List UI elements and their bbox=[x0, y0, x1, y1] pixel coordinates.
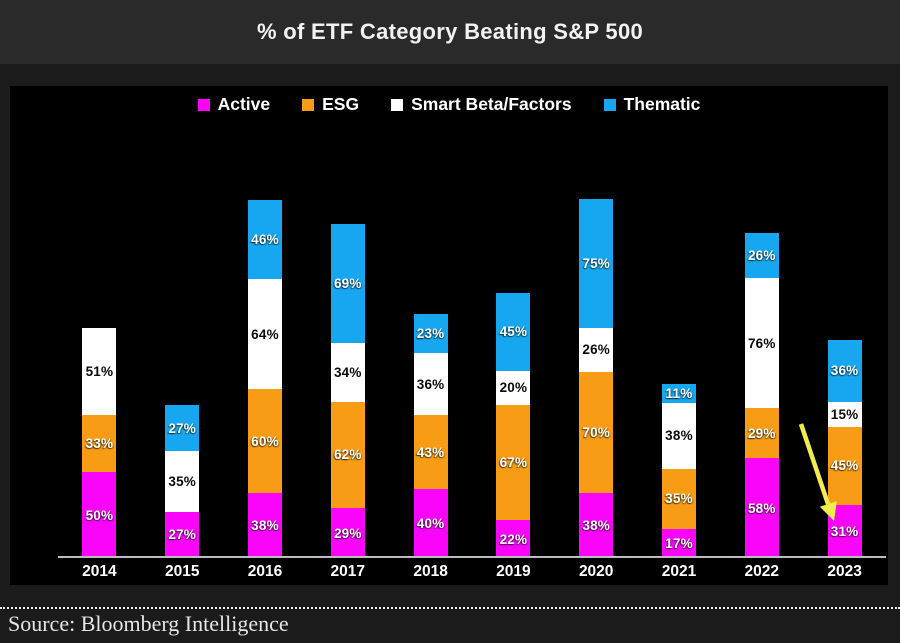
chart-legend: Active ESG Smart Beta/Factors Thematic bbox=[10, 94, 888, 115]
bar-segment: 58% bbox=[744, 458, 779, 558]
source-text: Source: Bloomberg Intelligence bbox=[8, 611, 289, 636]
legend-item: Active bbox=[197, 94, 271, 115]
bar-segment: 43% bbox=[413, 415, 448, 490]
bar-column: 75% 26% 70% 38% bbox=[555, 86, 638, 558]
bar-segment: 34% bbox=[330, 343, 365, 402]
bar-segment: 38% bbox=[579, 492, 614, 558]
chart-panel: Active ESG Smart Beta/Factors Thematic 51% 3… bbox=[10, 86, 888, 585]
bar-segment: 26% bbox=[579, 327, 614, 373]
bar-segment: 76% bbox=[744, 277, 779, 409]
bar-stack: 69% 34% 62% 29% bbox=[330, 224, 365, 558]
legend-label: Thematic bbox=[623, 94, 701, 114]
bar-stack: 27% 35% 27% bbox=[165, 404, 200, 558]
bar-column: 51% 33% 50% bbox=[58, 86, 141, 558]
title-bar: % of ETF Category Beating S&P 500 bbox=[0, 0, 900, 64]
x-axis-tick-label: 2017 bbox=[330, 563, 366, 580]
bar-segment: 35% bbox=[165, 451, 200, 512]
bar-stack: 26% 76% 29% 58% bbox=[744, 232, 779, 558]
bar-stack: 23% 36% 43% 40% bbox=[413, 313, 448, 558]
x-axis-tick-label: 2020 bbox=[578, 563, 614, 580]
bar-column: 26% 76% 29% 58% bbox=[720, 86, 803, 558]
bar-segment: 38% bbox=[247, 492, 282, 558]
bar-column: 69% 34% 62% 29% bbox=[306, 86, 389, 558]
bar-segment: 11% bbox=[661, 384, 696, 404]
page-title: % of ETF Category Beating S&P 500 bbox=[256, 19, 644, 44]
legend-swatch-icon bbox=[197, 98, 210, 111]
bar-segment: 64% bbox=[247, 279, 282, 390]
legend-label: Active bbox=[217, 94, 271, 114]
bar-segment: 46% bbox=[247, 200, 282, 280]
legend-swatch-icon bbox=[302, 98, 315, 111]
bar-segment: 75% bbox=[579, 198, 614, 328]
bar-segment: 67% bbox=[496, 404, 531, 521]
bar-segment: 35% bbox=[661, 468, 696, 529]
bar-segment: 70% bbox=[579, 372, 614, 493]
bar-stack: 75% 26% 70% 38% bbox=[579, 198, 614, 558]
bar-segment: 51% bbox=[82, 327, 117, 416]
bar-segment: 50% bbox=[82, 472, 117, 558]
legend-swatch-icon bbox=[391, 98, 404, 111]
bar-segment: 69% bbox=[330, 224, 365, 344]
bar-column: 23% 36% 43% 40% bbox=[389, 86, 472, 558]
legend-item: Thematic bbox=[603, 94, 701, 115]
bar-segment: 62% bbox=[330, 401, 365, 509]
bar-column: 27% 35% 27% bbox=[141, 86, 224, 558]
legend-label: Smart Beta/Factors bbox=[411, 94, 572, 114]
bar-stack: 46% 64% 60% 38% bbox=[247, 200, 282, 558]
bar-column: 46% 64% 60% 38% bbox=[224, 86, 307, 558]
bar-segment: 27% bbox=[165, 404, 200, 452]
x-axis-tick-label: 2023 bbox=[827, 563, 862, 580]
bar-segment: 15% bbox=[827, 401, 862, 428]
bar-column: 36% 15% 45% 31% bbox=[803, 86, 886, 558]
bar-segment: 33% bbox=[82, 415, 117, 472]
bar-segment: 31% bbox=[827, 504, 862, 558]
bar-segment: 29% bbox=[744, 408, 779, 459]
bar-segment: 27% bbox=[165, 511, 200, 558]
bar-segment: 26% bbox=[744, 232, 779, 278]
legend-item: ESG bbox=[302, 94, 359, 115]
x-axis-tick-label: 2022 bbox=[744, 563, 780, 580]
bar-segment: 36% bbox=[827, 339, 862, 402]
bar-segment: 36% bbox=[413, 353, 448, 416]
legend-label: ESG bbox=[322, 94, 360, 114]
x-axis-tick-label: 2018 bbox=[413, 563, 448, 580]
bar-segment: 45% bbox=[827, 427, 862, 505]
bar-segment: 45% bbox=[496, 293, 531, 371]
legend-swatch-icon bbox=[603, 98, 616, 111]
bar-segment: 29% bbox=[330, 508, 365, 558]
x-axis-line bbox=[58, 556, 886, 558]
bar-segment: 40% bbox=[413, 489, 448, 558]
footer-divider bbox=[0, 607, 900, 609]
x-axis-tick-label: 2019 bbox=[496, 563, 531, 580]
x-axis-labels: 2014 2015 2016 2017 2018 2019 2020 2021 2022 2023 bbox=[58, 563, 886, 581]
x-axis-tick-label: 2021 bbox=[661, 563, 697, 580]
x-axis-tick-label: 2014 bbox=[82, 563, 117, 580]
plot-area: 51% 33% 50% 27% 35% 27% 46% 64% 60% 38% 69% 34% 62% 2… bbox=[58, 86, 886, 558]
bar-column: 11% 38% 35% 17% bbox=[638, 86, 721, 558]
bar-segment: 60% bbox=[247, 389, 282, 493]
bar-segment: 17% bbox=[661, 528, 696, 558]
bar-stack: 36% 15% 45% 31% bbox=[827, 339, 862, 558]
bar-segment: 38% bbox=[661, 403, 696, 469]
bar-segment: 22% bbox=[496, 520, 531, 558]
bar-stack: 51% 33% 50% bbox=[82, 327, 117, 558]
bar-segment: 23% bbox=[413, 313, 448, 354]
x-axis-tick-label: 2015 bbox=[164, 563, 200, 580]
legend-item: Smart Beta/Factors bbox=[391, 94, 572, 115]
bar-stack: 45% 20% 67% 22% bbox=[496, 293, 531, 558]
bar-stack: 11% 38% 35% 17% bbox=[661, 384, 696, 558]
x-axis-tick-label: 2016 bbox=[247, 563, 283, 580]
bar-column: 45% 20% 67% 22% bbox=[472, 86, 555, 558]
bar-segment: 20% bbox=[496, 370, 531, 405]
